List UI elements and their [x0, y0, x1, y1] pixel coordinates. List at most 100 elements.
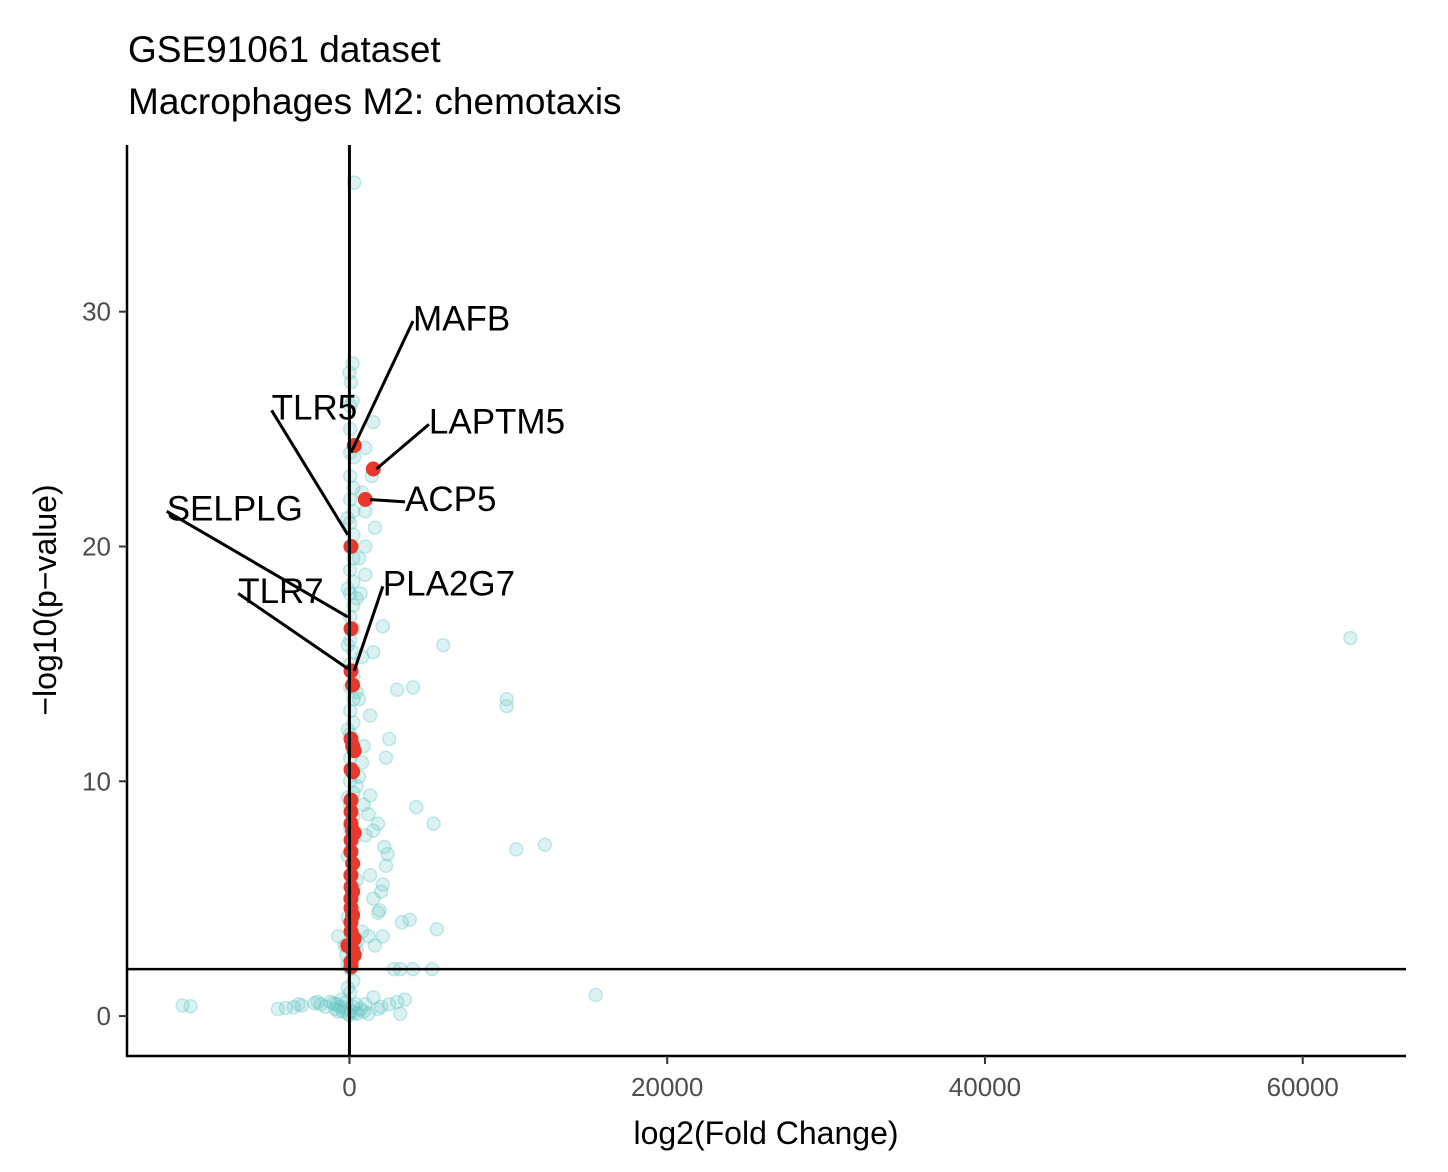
- background-point: [327, 1001, 343, 1017]
- background-point: [375, 929, 391, 944]
- background-point: [332, 999, 348, 1014]
- background-point: [286, 999, 302, 1015]
- background-point: [367, 938, 383, 953]
- label-connector: [270, 409, 350, 536]
- y-tick-label: 10: [82, 766, 111, 796]
- gene-label: SELPLG: [167, 490, 303, 529]
- background-point: [183, 998, 198, 1014]
- label-connector: [237, 592, 349, 670]
- background-point: [340, 980, 356, 996]
- highlighted-point: [343, 539, 359, 554]
- background-point: [313, 997, 329, 1012]
- background-point: [537, 837, 553, 852]
- label-connector: [165, 510, 349, 619]
- background-point: [372, 903, 387, 918]
- background-point: [402, 912, 418, 928]
- highlighted-point: [345, 677, 361, 693]
- highlighted-point: [343, 844, 359, 860]
- background-point: [278, 1000, 294, 1016]
- background-point: [378, 750, 394, 766]
- background-point: [326, 995, 341, 1011]
- background-point: [361, 806, 376, 822]
- highlighted-point: [345, 764, 361, 780]
- gene-labels-group: MAFB TLR5 LAPTM5 SELPLG ACP5 TLR7 PLA2G7: [167, 299, 565, 610]
- gene-label: MAFB: [413, 299, 510, 338]
- background-point: [499, 698, 514, 714]
- highlighted-point: [343, 792, 359, 808]
- x-axis-title: log2(Fold Change): [633, 1115, 898, 1151]
- chart-title: GSE91061 dataset: [128, 29, 441, 70]
- label-connector: [349, 320, 415, 454]
- background-point: [389, 994, 405, 1010]
- background-point: [291, 997, 306, 1012]
- background-point: [366, 990, 381, 1005]
- background-point: [405, 680, 421, 695]
- label-connectors-group: [165, 320, 430, 672]
- background-point: [175, 998, 190, 1013]
- background-point: [378, 858, 394, 874]
- background-point: [393, 1006, 408, 1021]
- background-point: [366, 891, 381, 906]
- background-point: [361, 929, 376, 944]
- y-axis-ticks-group: 0 10 20 30: [82, 297, 127, 1031]
- background-point: [366, 823, 381, 838]
- background-point: [329, 997, 344, 1012]
- highlighted-point: [365, 461, 381, 477]
- background-point: [389, 682, 405, 697]
- background-point: [356, 797, 371, 813]
- background-point: [351, 691, 367, 707]
- y-axis-title: −log10(p−value): [27, 484, 63, 715]
- label-connector: [375, 423, 430, 471]
- background-point: [340, 637, 356, 653]
- background-point: [373, 884, 389, 899]
- background-point: [294, 998, 310, 1013]
- background-point: [331, 1004, 346, 1019]
- highlighted-points-group: [340, 438, 381, 975]
- background-point: [426, 816, 441, 831]
- background-point: [323, 994, 338, 1010]
- background-point: [358, 997, 373, 1012]
- x-tick-label: 0: [342, 1072, 356, 1102]
- chart-subtitle: Macrophages M2: chemotaxis: [128, 81, 622, 122]
- background-point: [353, 586, 368, 601]
- highlighted-point: [343, 804, 359, 820]
- background-point: [367, 520, 383, 535]
- background-point: [381, 997, 397, 1012]
- background-point: [362, 788, 378, 803]
- background-point: [358, 567, 373, 582]
- background-point: [373, 999, 389, 1014]
- background-point: [343, 374, 359, 390]
- background-point: [340, 581, 356, 597]
- y-tick-label: 20: [82, 531, 111, 561]
- background-point: [349, 778, 364, 794]
- background-point: [343, 1004, 359, 1019]
- background-point: [375, 877, 391, 892]
- x-tick-label: 20000: [631, 1072, 703, 1102]
- background-point: [381, 731, 397, 747]
- background-point: [588, 987, 603, 1003]
- background-point: [366, 644, 381, 660]
- background-point: [346, 175, 362, 190]
- gene-label: ACP5: [405, 480, 496, 519]
- background-point: [435, 637, 451, 653]
- background-point: [353, 1001, 368, 1017]
- background-point: [429, 921, 445, 937]
- x-tick-label: 40000: [949, 1072, 1021, 1102]
- highlighted-point: [357, 492, 373, 507]
- background-point: [370, 1001, 386, 1017]
- background-point: [318, 999, 333, 1014]
- highlighted-point: [343, 832, 359, 848]
- background-point: [270, 1001, 286, 1017]
- highlighted-point: [343, 959, 359, 975]
- background-point: [397, 992, 413, 1007]
- background-point: [346, 1005, 362, 1020]
- background-point: [509, 842, 524, 857]
- background-point: [380, 846, 395, 862]
- gene-label: TLR7: [238, 572, 324, 611]
- highlighted-point: [343, 867, 359, 883]
- y-tick-label: 30: [82, 297, 111, 327]
- background-point: [1343, 630, 1358, 646]
- background-point: [340, 511, 356, 526]
- label-connector: [352, 585, 385, 672]
- background-point: [331, 929, 346, 944]
